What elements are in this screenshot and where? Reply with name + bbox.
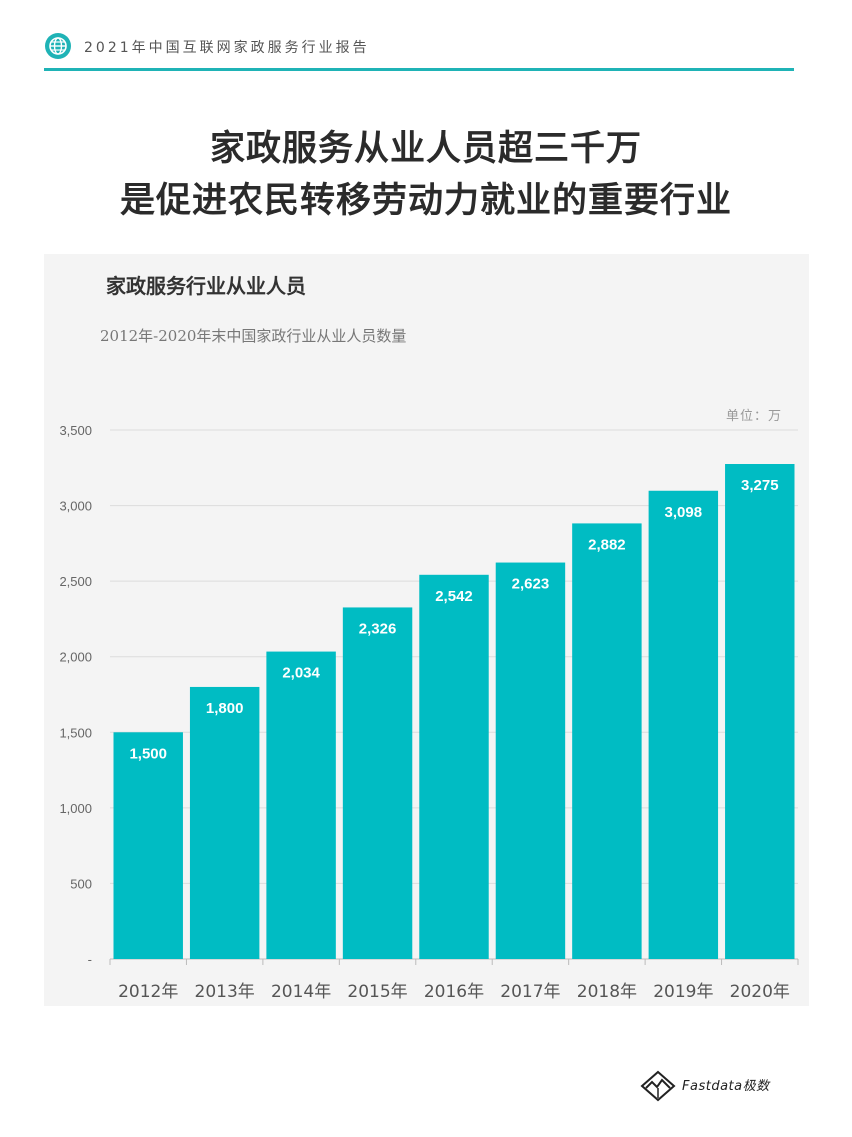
x-tick-label: 2019年 bbox=[653, 982, 713, 1002]
x-tick-label: 2017年 bbox=[500, 982, 560, 1002]
y-tick-label: 1,000 bbox=[59, 801, 92, 816]
x-tick-label: 2018年 bbox=[577, 982, 637, 1002]
y-tick-label: - bbox=[88, 952, 92, 967]
headline-line-2: 是促进农民转移劳动力就业的重要行业 bbox=[119, 181, 732, 221]
data-label: 2,882 bbox=[588, 536, 626, 553]
y-tick-label: 2,000 bbox=[59, 650, 92, 665]
data-label: 3,098 bbox=[665, 504, 703, 521]
y-tick-label: 1,500 bbox=[59, 725, 92, 740]
x-tick-label: 2012年 bbox=[118, 982, 178, 1002]
data-label: 1,500 bbox=[129, 745, 167, 762]
data-label: 3,275 bbox=[741, 477, 779, 494]
bar bbox=[189, 686, 260, 959]
data-label: 2,542 bbox=[435, 588, 473, 605]
bar bbox=[648, 490, 719, 959]
bar bbox=[495, 562, 566, 959]
x-tick-label: 2020年 bbox=[730, 982, 790, 1002]
fastdata-logo: Fastdata极数 bbox=[640, 1070, 790, 1102]
data-label: 2,326 bbox=[359, 620, 397, 637]
unit-label: 单位：万 bbox=[726, 409, 783, 424]
report-title: 2021年中国互联网家政服务行业报告 bbox=[84, 40, 370, 56]
y-tick-label: 3,500 bbox=[59, 423, 92, 438]
y-tick-label: 3,000 bbox=[59, 499, 92, 514]
chart-title: 家政服务行业从业人员 bbox=[106, 274, 306, 298]
y-tick-label: 500 bbox=[70, 876, 92, 891]
bar bbox=[419, 574, 489, 959]
bar bbox=[342, 607, 413, 959]
bar bbox=[266, 651, 336, 959]
header-divider bbox=[44, 68, 794, 71]
fastdata-logo-icon bbox=[640, 1070, 676, 1102]
x-tick-label: 2016年 bbox=[424, 982, 484, 1002]
report-header: 2021年中国互联网家政服务行业报告 bbox=[44, 32, 794, 72]
data-label: 2,623 bbox=[512, 576, 550, 593]
x-tick-label: 2014年 bbox=[271, 982, 331, 1002]
bar bbox=[572, 523, 642, 959]
x-tick-label: 2013年 bbox=[195, 982, 255, 1002]
bar bbox=[725, 464, 795, 959]
globe-icon bbox=[45, 33, 71, 59]
data-label: 1,800 bbox=[206, 700, 244, 717]
bar bbox=[113, 732, 183, 959]
x-tick-label: 2015年 bbox=[347, 982, 407, 1002]
chart-subtitle: 2012年-2020年末中国家政行业从业人员数量 bbox=[100, 327, 407, 345]
data-label: 2,034 bbox=[282, 665, 320, 682]
y-tick-label: 2,500 bbox=[59, 574, 92, 589]
logo-text: Fastdata极数 bbox=[682, 1079, 770, 1094]
headline-line-1: 家政服务从业人员超三千万 bbox=[209, 129, 642, 169]
